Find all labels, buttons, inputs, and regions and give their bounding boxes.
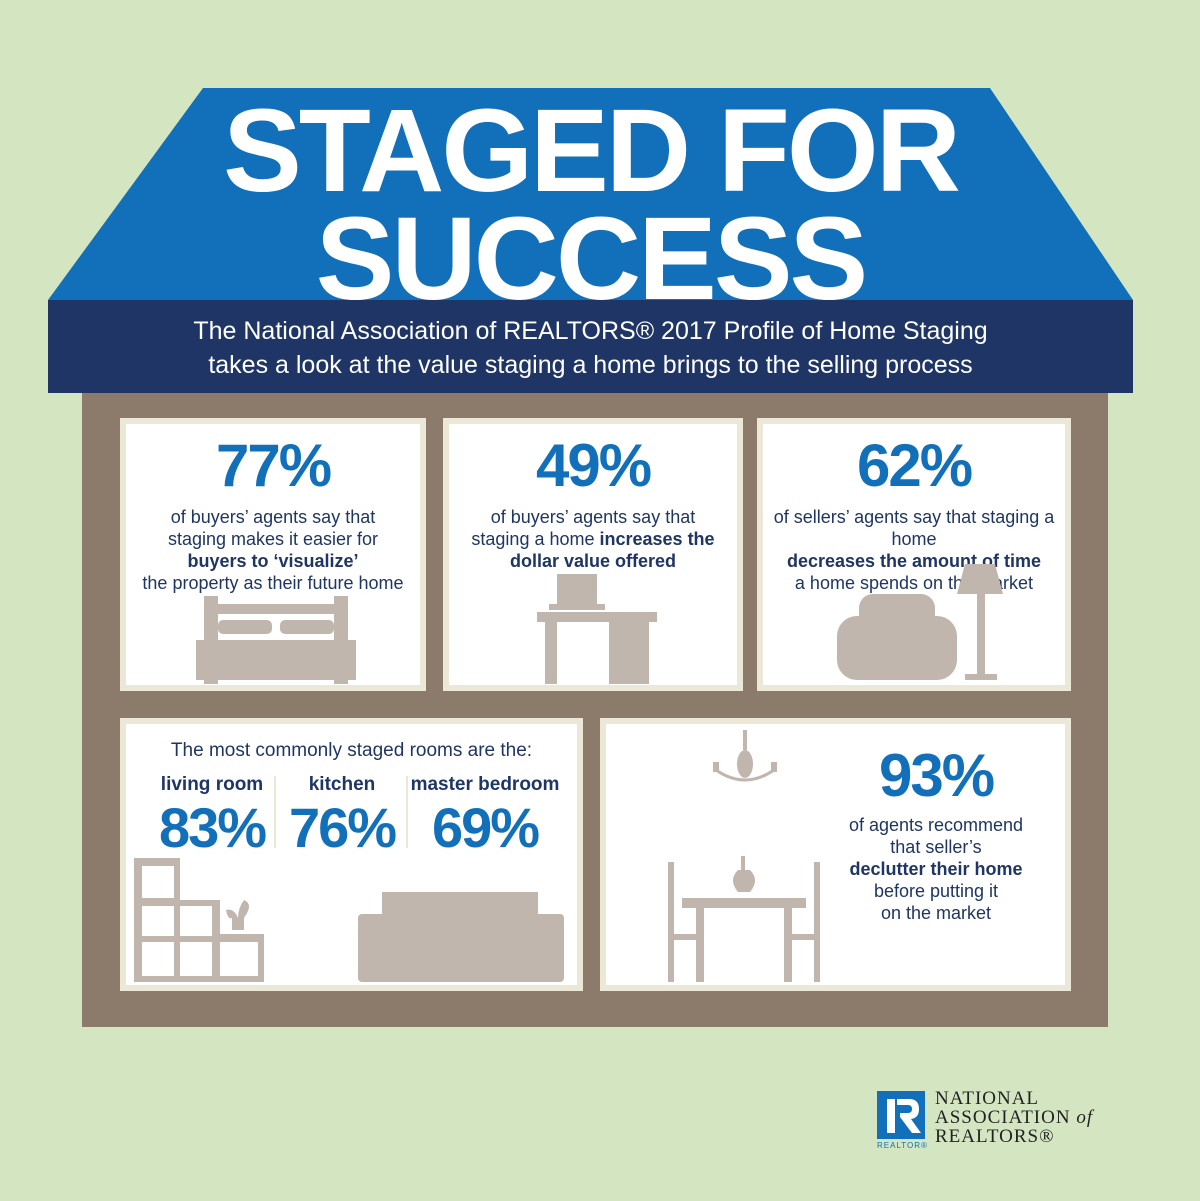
room-value: 76% <box>288 796 397 859</box>
stat-text-bold: declutter their home <box>849 859 1023 879</box>
stat-text: of buyers’ agents say that <box>490 507 696 527</box>
stat-text: on the market <box>880 903 992 923</box>
sofa-icon <box>358 892 564 982</box>
stat-text: of agents recommend <box>848 815 1024 835</box>
room-value: 69% <box>431 796 540 859</box>
bookshelf-icon <box>134 858 264 982</box>
stat-text: the property as their future home <box>142 573 404 593</box>
stat-text: of sellers’ agents say that staging a ho… <box>773 507 1055 549</box>
divider <box>406 776 408 848</box>
declutter-panel: 93% of agents recommend that seller’s de… <box>600 718 1071 991</box>
room-value: 83% <box>158 796 267 859</box>
logo-text: NATIONAL <box>935 1088 1040 1109</box>
title-line-1: STAGED FOR <box>223 85 961 217</box>
roof <box>48 88 1133 300</box>
divider <box>274 776 276 848</box>
stat-panel-visualize: 77% of buyers’ agents say that staging m… <box>120 418 426 691</box>
stat-value: 62% <box>856 432 973 499</box>
title-line-2: SUCCESS <box>315 193 868 325</box>
bed-icon <box>196 596 356 684</box>
logo-text: of <box>1076 1107 1094 1128</box>
stat-text-bold: buyers to ‘visualize’ <box>187 551 359 571</box>
room-label: living room <box>160 774 264 795</box>
subtitle-line-2: takes a look at the value staging a home… <box>208 351 973 379</box>
logo-badge: REALTOR® <box>877 1141 928 1150</box>
dining-table-icon <box>668 856 820 982</box>
armchair-lamp-icon <box>837 564 1003 680</box>
subtitle-banner: The National Association of REALTORS® 20… <box>48 300 1133 393</box>
rooms-heading: The most commonly staged rooms are the: <box>170 740 533 761</box>
stat-text: of buyers’ agents say that <box>170 507 376 527</box>
stat-value: 93% <box>878 742 995 809</box>
desk-icon <box>537 574 657 684</box>
logo-text: REALTORS® <box>935 1126 1055 1147</box>
room-label: master bedroom <box>410 774 560 795</box>
stat-text: that seller’s <box>890 837 982 857</box>
nar-logo: REALTOR® NATIONAL ASSOCIATION of REALTOR… <box>877 1089 1092 1156</box>
logo-text: ASSOCIATION <box>935 1107 1071 1128</box>
stat-value: 77% <box>215 432 332 499</box>
stat-value: 49% <box>535 432 652 499</box>
chandelier-icon <box>713 730 777 782</box>
subtitle-line-1: The National Association of REALTORS® 20… <box>193 317 988 345</box>
stat-text: staging a home <box>471 529 600 549</box>
room-living-room: living room 83% <box>152 774 272 856</box>
rooms-panel: The most commonly staged rooms are the: … <box>120 718 583 991</box>
room-master-bedroom: master bedroom 69% <box>410 774 560 856</box>
room-label: kitchen <box>308 774 376 795</box>
stat-text-bold: dollar value offered <box>509 551 677 571</box>
stat-text: staging makes it easier for <box>167 529 379 549</box>
stat-text-bold: increases the <box>599 529 715 549</box>
room-kitchen: kitchen 76% <box>282 774 402 856</box>
realtor-r-logo-icon <box>877 1091 925 1139</box>
stat-panel-time-on-market: 62% of sellers’ agents say that staging … <box>757 418 1071 691</box>
stat-text: before putting it <box>873 881 999 901</box>
stat-panel-dollar-value: 49% of buyers’ agents say that staging a… <box>443 418 743 691</box>
